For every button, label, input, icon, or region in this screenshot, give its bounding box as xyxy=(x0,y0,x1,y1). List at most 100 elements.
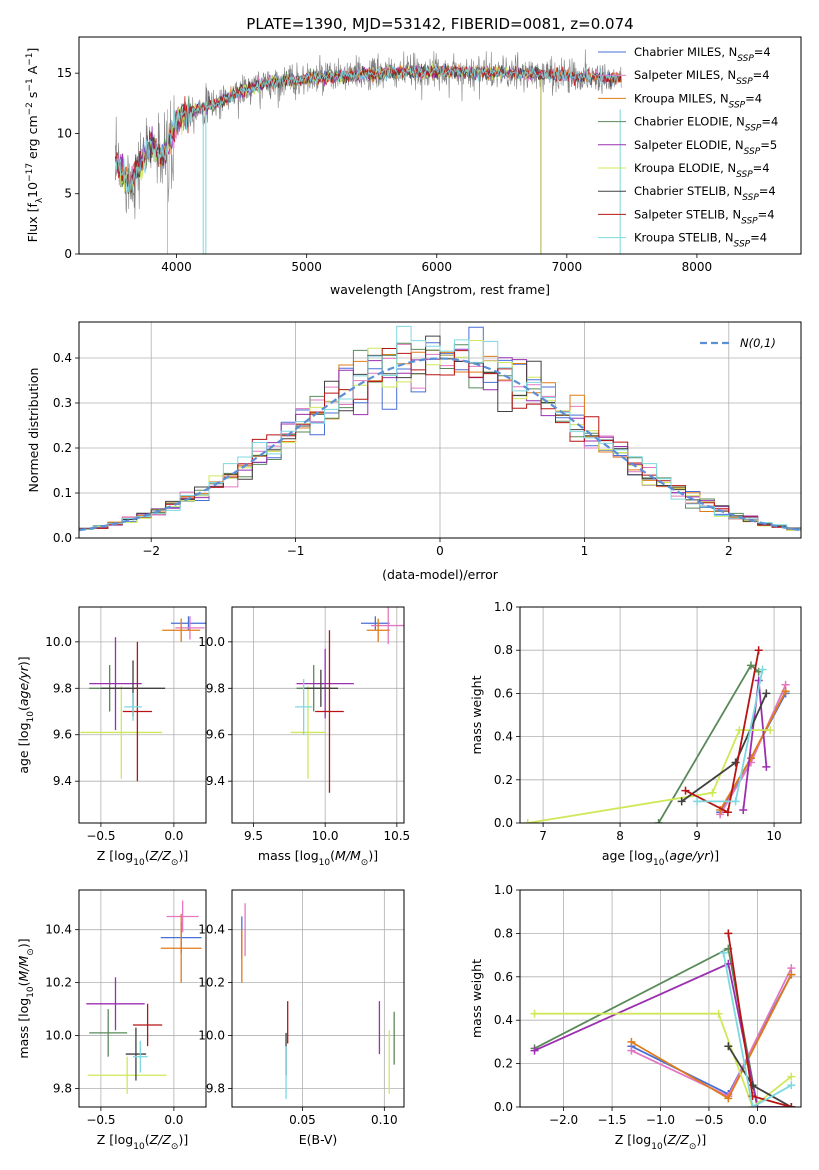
y-axis-label: mass weight xyxy=(469,959,484,1038)
x-tick-label: 8 xyxy=(616,829,624,843)
y-tick-label: 10.2 xyxy=(45,976,72,990)
x-tick-label: −1 xyxy=(287,544,305,558)
label-part: Z/Z xyxy=(149,1132,172,1147)
axes-frame xyxy=(78,321,802,539)
y-tick-label: 0.2 xyxy=(494,1057,513,1071)
x-tick-label: 8000 xyxy=(682,260,713,274)
label-part: 10 xyxy=(26,711,36,723)
label-part: SSP xyxy=(745,124,762,134)
label-part: M/M xyxy=(16,955,31,981)
label-part: SSP xyxy=(734,240,751,250)
label-part: ⊙ xyxy=(361,858,369,868)
y-tick-label: 9.8 xyxy=(53,1081,72,1095)
weight-marker-chabrier_elodie xyxy=(746,661,755,670)
weight-marker-kroupa_stelib xyxy=(719,948,728,957)
y-tick-label: 0 xyxy=(64,247,72,261)
y-tick-label: 0.4 xyxy=(494,730,513,744)
x-tick-label: 1 xyxy=(581,544,589,558)
x-tick-label: 5000 xyxy=(291,260,322,274)
weight-marker-kroupa_elodie xyxy=(523,819,532,823)
label-part: Salpeter ELODIE, N xyxy=(634,138,744,152)
y-tick-label: 10.4 xyxy=(198,923,225,937)
y-tick-label: 9.8 xyxy=(206,1081,225,1095)
x-axis-label: Z [log10(Z/Z⊙)] xyxy=(97,1132,188,1152)
plot-area-mass_vs_EBV xyxy=(241,903,395,1100)
plot-area-mass_vs_Z xyxy=(86,900,202,1094)
label-part: Chabrier ELODIE, N xyxy=(634,115,745,129)
weight-marker-chabrier_stelib xyxy=(762,689,771,698)
weight-marker-chabrier_stelib xyxy=(724,1042,733,1051)
axes-age_vs_Z: −0.5 0.09.49.69.810.0Z [log10(Z/Z⊙)]age [… xyxy=(16,606,207,868)
label-part: mass [log xyxy=(258,848,319,863)
weight-marker-salpeter_stelib xyxy=(754,646,763,655)
weight-marker-salpeter_stelib xyxy=(724,929,733,938)
y-tick-label: 9.6 xyxy=(206,728,225,742)
plot-area-massweight_vs_age xyxy=(523,646,790,823)
x-axis-label: mass [log10(M/M⊙)] xyxy=(258,848,378,868)
x-tick-label: −1.5 xyxy=(597,1113,626,1127)
y-tick-label: 0.0 xyxy=(494,816,513,830)
y-axis-label: Flux [fλ10−17 erg cm−2 s−1 A−1] xyxy=(25,48,45,243)
legend-entry: Chabrier ELODIE, NSSP=4 xyxy=(634,115,778,134)
x-tick-label: −2.0 xyxy=(549,1113,578,1127)
weight-marker-kroupa_stelib xyxy=(748,1103,757,1107)
weight-marker-chabrier_elodie xyxy=(654,819,663,823)
legend-entry: Kroupa MILES, NSSP=4 xyxy=(634,91,762,110)
y-tick-label: 0.1 xyxy=(53,486,72,500)
label-part: erg cm xyxy=(25,115,40,163)
model-line-kroupa_stelib xyxy=(115,65,622,194)
plot-area-spectrum xyxy=(115,49,622,254)
axes-frame xyxy=(519,889,802,1108)
y-tick-label: 9.4 xyxy=(53,774,72,788)
y-tick-label: 0.2 xyxy=(53,441,72,455)
label-part: 10 xyxy=(133,1142,145,1152)
label-part: ( xyxy=(145,1132,150,1147)
y-axis-label: Normed distribution xyxy=(26,368,41,493)
y-tick-label: 15 xyxy=(57,66,72,80)
axes-mass_vs_Z: −0.5 0.09.810.010.210.4Z [log10(Z/Z⊙)]mas… xyxy=(16,889,207,1152)
label-part: )] xyxy=(178,848,188,863)
label-part: ( xyxy=(16,706,31,711)
y-tick-label: 0.3 xyxy=(53,396,72,410)
weight-marker-kroupa_miles xyxy=(787,970,796,979)
y-axis-label: mass [log10(M/M⊙)] xyxy=(16,938,36,1058)
plot-area-residual_histogram xyxy=(79,325,801,532)
weight-marker-kroupa_elodie xyxy=(787,1072,796,1081)
x-tick-label: 7 xyxy=(539,829,547,843)
weight-marker-salpeter_elodie xyxy=(739,806,748,815)
weight-marker-salpeter_stelib xyxy=(723,808,732,817)
label-part: =4 xyxy=(745,91,762,105)
label-part: ] xyxy=(25,48,40,53)
label-part: =4 xyxy=(753,161,770,175)
y-tick-label: 10.4 xyxy=(45,923,72,937)
model-line-kroupa_elodie xyxy=(115,62,542,254)
y-tick-label: 0.6 xyxy=(494,970,513,984)
axes-residual_histogram: −2 −1 0 1 2 0.0 0.1 0.2 0.3 0.4 N(0,1) (data-model)… xyxy=(26,321,802,582)
weight-line-salpeter_stelib xyxy=(685,650,760,814)
histogram-kroupa_elodie xyxy=(79,340,801,531)
label-part: age [log xyxy=(602,848,653,863)
weight-marker-kroupa_elodie xyxy=(735,726,744,735)
label-part: −1 xyxy=(25,53,35,66)
label-part: E(B-V) xyxy=(299,1132,338,1147)
figure-title: PLATE=1390, MJD=53142, FIBERID=0081, z=0… xyxy=(246,15,633,33)
label-part: λ xyxy=(35,197,45,203)
weight-line-kroupa_miles xyxy=(630,974,793,1100)
x-tick-label: 0.10 xyxy=(371,1113,398,1127)
weight-marker-salpeter_stelib xyxy=(787,1103,796,1107)
label-part: Z/Z xyxy=(667,1132,690,1147)
x-tick-label: 0.0 xyxy=(164,829,183,843)
x-axis-label: E(B-V) xyxy=(299,1132,338,1147)
weight-marker-kroupa_elodie xyxy=(766,726,775,735)
weight-marker-chabrier_stelib xyxy=(748,1081,757,1090)
x-tick-label: 0.0 xyxy=(748,1113,767,1127)
x-axis-label: age [log10(age/yr)] xyxy=(602,848,719,868)
weight-marker-kroupa_elodie xyxy=(708,788,717,797)
x-tick-label: 10.5 xyxy=(383,829,410,843)
legend-entry: Salpeter STELIB, NSSP=4 xyxy=(634,207,775,226)
y-tick-label: 10 xyxy=(57,126,72,140)
label-part: SSP xyxy=(729,100,746,110)
y-tick-label: 10.0 xyxy=(45,635,72,649)
label-part: ⊙ xyxy=(26,948,36,956)
